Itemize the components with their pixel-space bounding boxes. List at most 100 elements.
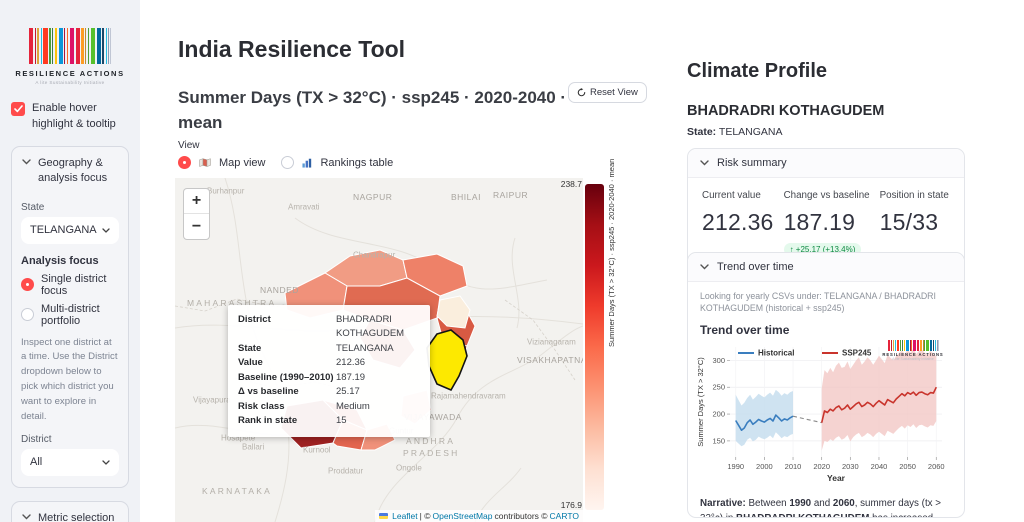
svg-text:2060: 2060 <box>928 462 945 471</box>
reset-icon <box>577 88 586 97</box>
radio-selected-icon[interactable] <box>178 156 191 169</box>
colorbar <box>585 184 604 510</box>
colorbar-max-tick: 238.7 <box>560 179 582 189</box>
checkbox-label: Enable hover highlight & tooltip <box>32 102 116 130</box>
checkbox-checked-icon[interactable] <box>11 102 25 116</box>
chevron-down-icon <box>700 264 709 270</box>
svg-text:200: 200 <box>712 409 725 418</box>
logo-barcode-icon <box>13 28 127 64</box>
view-radio-group: Map view Rankings table <box>178 156 393 169</box>
radio-unselected-icon[interactable] <box>281 156 295 169</box>
metric-current-value: Current value 212.36 <box>702 190 774 235</box>
logo-brand-text: RESILIENCE ACTIONS <box>15 69 125 78</box>
profile-state-line: State: TELANGANA <box>687 126 783 138</box>
svg-text:2010: 2010 <box>785 462 802 471</box>
analysis-focus-label: Analysis focus <box>21 254 99 267</box>
risk-metrics: Current value 212.36 Change vs baseline 187… <box>688 178 964 273</box>
district-select-value: All <box>30 456 43 469</box>
state-label: State <box>21 201 45 213</box>
bar-chart-icon <box>302 158 312 168</box>
tooltip-row: Risk class Medium <box>238 400 370 412</box>
reset-view-button[interactable]: Reset View <box>568 82 647 103</box>
radio-label: Map view <box>219 156 266 169</box>
radio-unselected-icon[interactable] <box>21 308 34 322</box>
trend-title: Trend over time <box>717 261 794 273</box>
trend-heading: Trend over time <box>700 322 790 337</box>
metric-change-vs-baseline: Change vs baseline 187.19 ↑ +25.17 (+13.4%… <box>783 190 870 256</box>
reset-view-label: Reset View <box>590 87 638 98</box>
colorbar-axis-label: Summer Days (TX > 32°C) · ssp245 · 2020-… <box>607 158 616 347</box>
district-select[interactable]: All <box>21 448 119 476</box>
svg-text:Year: Year <box>827 473 846 483</box>
radio-label: Single district focus <box>41 272 107 297</box>
profile-state-label: State: <box>687 126 717 138</box>
radio-option-multi-district-portfolio[interactable]: Multi-district portfolio <box>21 303 119 327</box>
radio-option-map-view[interactable]: Map view <box>178 156 265 169</box>
svg-text:2030: 2030 <box>842 462 859 471</box>
tooltip-row: Rank in state 15 <box>238 415 347 427</box>
climate-profile-title: Climate Profile <box>687 60 828 82</box>
risk-summary-title: Risk summary <box>717 157 787 169</box>
risk-summary-header[interactable]: Risk summary <box>688 149 964 178</box>
chevron-down-icon <box>102 460 110 465</box>
tooltip-row: District BHADRADRI KOTHAGUDEM <box>238 314 405 340</box>
leaflet-map[interactable]: Burhanpur Amravati NAGPUR BHILAI RAIPUR Chand… <box>175 178 583 522</box>
trend-caption: Looking for yearly CSVs under: TELANGANA… <box>700 291 936 314</box>
colorbar-min-tick: 176.9 <box>560 500 582 510</box>
selected-district-polygon[interactable] <box>426 329 468 392</box>
zoom-out-button[interactable]: − <box>191 217 202 235</box>
analysis-focus-help: Inspect one district at a time. Use the … <box>21 336 118 422</box>
chevron-down-icon <box>102 227 110 233</box>
state-select[interactable]: TELANGANA <box>21 216 119 244</box>
svg-text:300: 300 <box>712 356 725 365</box>
metric-expander-title: Metric selection <box>38 511 115 522</box>
page-title: India Resilience Tool <box>178 36 406 62</box>
radio-option-rankings-table[interactable]: Rankings table <box>281 156 393 169</box>
osm-link[interactable]: OpenStreetMap <box>432 511 493 521</box>
metric-expander-header[interactable]: Metric selection <box>21 502 119 522</box>
tooltip-row: State TELANGANA <box>238 342 394 354</box>
carto-link[interactable]: CARTO <box>549 511 579 521</box>
radio-selected-icon[interactable] <box>21 278 34 292</box>
radio-label: Multi-district portfolio <box>41 302 100 327</box>
geography-expander: Geography & analysis focus State TELANGA… <box>11 145 129 488</box>
svg-text:Historical: Historical <box>758 348 794 357</box>
geography-expander-header[interactable]: Geography & analysis focus <box>21 147 119 193</box>
analysis-focus-radio-group: Single district focus Multi-district port… <box>21 273 119 327</box>
tooltip-row: Value 212.36 <box>238 357 366 369</box>
tooltip-row: Δ vs baseline 25.17 <box>238 386 360 398</box>
svg-text:150: 150 <box>712 436 725 445</box>
radio-label: Rankings table <box>320 156 394 169</box>
svg-text:250: 250 <box>712 382 725 391</box>
svg-text:2040: 2040 <box>871 462 888 471</box>
attribution-text: contributors © <box>494 511 548 521</box>
chevron-down-icon <box>700 160 709 166</box>
metric-position-in-state: Position in state 15/33 <box>879 190 949 235</box>
svg-text:1990: 1990 <box>727 462 744 471</box>
zoom-in-button[interactable]: + <box>184 189 209 214</box>
svg-text:2020: 2020 <box>813 462 830 471</box>
trend-chart-svg: 150 200 250 300 1990 2000 2010 2020 2030 2040 2050… <box>696 346 945 483</box>
state-select-value: TELANGANA <box>30 224 97 237</box>
svg-text:2000: 2000 <box>756 462 773 471</box>
chevron-down-icon <box>22 159 31 165</box>
leaflet-link[interactable]: Leaflet <box>392 511 418 521</box>
district-label: District <box>21 433 52 445</box>
chevron-down-icon <box>22 514 31 520</box>
trend-card: Trend over time Looking for yearly CSVs … <box>687 252 965 518</box>
svg-text:SSP245: SSP245 <box>842 348 872 357</box>
attribution-text: | © <box>419 511 431 521</box>
map-attribution: Leaflet | © OpenStreetMap contributors ©… <box>375 510 583 522</box>
district-polygon[interactable] <box>436 295 471 329</box>
tooltip-row: Baseline (1990–2010) 187.19 <box>238 371 366 383</box>
hover-tooltip-checkbox[interactable]: Enable hover highlight & tooltip <box>11 101 129 133</box>
trend-header[interactable]: Trend over time <box>688 253 964 282</box>
svg-text:Summer Days (TX > 32°C): Summer Days (TX > 32°C) <box>696 356 705 446</box>
trend-chart: 150 200 250 300 1990 2000 2010 2020 2030 2040 2050… <box>694 339 958 494</box>
metric-expander: Metric selection Metric selection Index … <box>11 500 129 522</box>
page-subtitle: Summer Days (TX > 32°C) · ssp245 · 2020-… <box>178 88 567 132</box>
radio-option-single-district-focus[interactable]: Single district focus <box>21 273 119 297</box>
ukraine-flag-icon <box>379 513 389 519</box>
svg-text:2050: 2050 <box>899 462 916 471</box>
